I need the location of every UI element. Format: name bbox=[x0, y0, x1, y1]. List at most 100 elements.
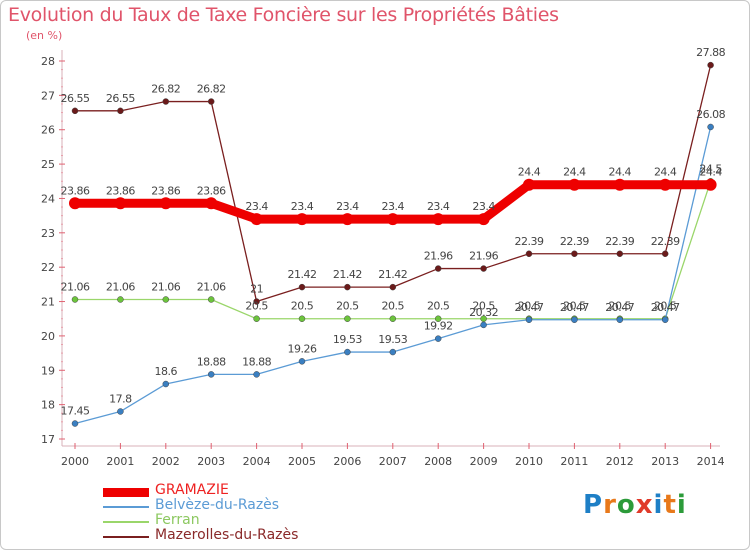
legend-label: GRAMAZIE bbox=[155, 482, 229, 498]
x-tick-label: 2005 bbox=[288, 455, 316, 468]
legend-swatch bbox=[103, 487, 149, 497]
data-point bbox=[117, 107, 124, 115]
data-label: 26.82 bbox=[151, 83, 180, 96]
data-label: 20.5 bbox=[291, 300, 314, 313]
data-point bbox=[707, 123, 714, 131]
data-point bbox=[389, 283, 397, 291]
axes: 17 18 19 20 21 22 23 24 25 26 27 28 2000 2001 2002 2003… bbox=[41, 50, 725, 468]
data-point bbox=[616, 316, 624, 324]
data-point bbox=[659, 178, 672, 191]
x-tick-label: 2011 bbox=[560, 455, 588, 468]
data-point bbox=[341, 213, 354, 226]
data-label: 17.8 bbox=[109, 393, 132, 406]
data-label: 23.86 bbox=[151, 184, 180, 197]
data-point bbox=[704, 178, 717, 191]
data-label: 26.08 bbox=[696, 108, 725, 121]
data-point bbox=[434, 315, 442, 322]
data-point bbox=[71, 296, 79, 303]
data-point bbox=[296, 213, 308, 226]
data-point bbox=[207, 296, 215, 303]
data-label: 20.47 bbox=[560, 301, 589, 314]
data-label: 23.86 bbox=[61, 184, 90, 197]
data-label: 20.5 bbox=[472, 300, 495, 313]
data-label: 20.5 bbox=[336, 300, 359, 313]
data-point bbox=[389, 348, 397, 356]
data-point bbox=[389, 315, 397, 322]
data-point bbox=[525, 316, 533, 324]
data-point bbox=[207, 98, 215, 105]
y-tick-label: 23 bbox=[41, 227, 55, 240]
y-tick-label: 20 bbox=[41, 330, 55, 343]
data-point bbox=[523, 178, 535, 191]
data-point bbox=[71, 107, 79, 115]
data-label: 27.88 bbox=[696, 46, 725, 59]
data-point bbox=[616, 250, 624, 258]
data-label: 19.53 bbox=[333, 333, 362, 346]
x-tick-label: 2000 bbox=[61, 455, 89, 468]
y-tick-label: 27 bbox=[41, 89, 55, 102]
data-point bbox=[253, 371, 260, 378]
y-tick-label: 22 bbox=[41, 261, 55, 274]
x-tick-label: 2012 bbox=[606, 455, 634, 468]
data-point bbox=[661, 250, 669, 258]
data-point bbox=[114, 197, 127, 210]
data-label: 18.6 bbox=[155, 365, 178, 378]
x-tick-label: 2008 bbox=[424, 455, 452, 468]
data-point bbox=[205, 197, 218, 210]
y-tick-label: 17 bbox=[41, 433, 55, 446]
data-label: 26.55 bbox=[61, 92, 90, 105]
data-point bbox=[571, 250, 578, 258]
legend-swatch bbox=[103, 521, 149, 523]
unit-label: (en %) bbox=[26, 29, 63, 42]
data-point bbox=[298, 315, 306, 322]
chart-title: Evolution du Taux de Taxe Foncière sur l… bbox=[8, 4, 559, 26]
data-label: 20.5 bbox=[563, 300, 586, 313]
data-label: 21.96 bbox=[424, 250, 453, 263]
data-point bbox=[707, 61, 714, 69]
data-point bbox=[432, 213, 445, 226]
data-label: 19.53 bbox=[378, 333, 407, 346]
y-tick-label: 24 bbox=[41, 192, 55, 205]
x-tick-label: 2002 bbox=[152, 455, 180, 468]
y-tick-label: 18 bbox=[41, 399, 55, 412]
data-label: 23.4 bbox=[291, 200, 314, 213]
legend-swatch bbox=[103, 506, 149, 508]
data-point bbox=[162, 296, 170, 303]
data-point bbox=[568, 178, 581, 191]
data-label: 21.42 bbox=[333, 268, 362, 281]
data-point bbox=[207, 371, 215, 378]
logo-letter: r bbox=[603, 490, 617, 520]
legend-label: Mazerolles-du-Razès bbox=[155, 527, 299, 543]
data-point bbox=[571, 316, 578, 324]
x-tick-label: 2009 bbox=[470, 455, 498, 468]
series-layer bbox=[69, 61, 717, 427]
data-point bbox=[117, 408, 124, 415]
y-tick-label: 19 bbox=[41, 364, 55, 377]
data-label: 21 bbox=[250, 283, 263, 296]
data-point bbox=[434, 265, 442, 272]
data-label: 22.39 bbox=[605, 235, 634, 248]
data-labels: 26.55 26.55 26.82 26.82 21 21.42 21.42 21.42 21.… bbox=[61, 46, 727, 417]
x-tick-label: 2010 bbox=[515, 455, 543, 468]
x-tick-label: 2001 bbox=[106, 455, 134, 468]
data-label: 24.4 bbox=[699, 166, 722, 179]
data-label: 20.5 bbox=[518, 300, 541, 313]
data-label: 21.06 bbox=[61, 280, 90, 293]
data-label: 24.4 bbox=[654, 166, 677, 179]
data-label: 21.42 bbox=[288, 268, 317, 281]
data-label: 24.5 bbox=[699, 162, 722, 175]
data-point bbox=[117, 296, 124, 303]
data-label: 20.5 bbox=[382, 300, 405, 313]
data-label: 22.39 bbox=[651, 235, 680, 248]
x-tick-label: 2004 bbox=[243, 455, 271, 468]
data-label: 21.42 bbox=[378, 268, 407, 281]
data-point bbox=[69, 197, 81, 210]
data-point bbox=[386, 213, 399, 226]
x-tick-label: 2003 bbox=[197, 455, 225, 468]
data-label: 18.88 bbox=[242, 355, 271, 368]
data-label: 23.4 bbox=[336, 200, 359, 213]
y-tick-label: 28 bbox=[41, 55, 55, 68]
data-label: 21.06 bbox=[197, 280, 226, 293]
data-point bbox=[477, 213, 490, 226]
data-label: 24.4 bbox=[563, 166, 586, 179]
